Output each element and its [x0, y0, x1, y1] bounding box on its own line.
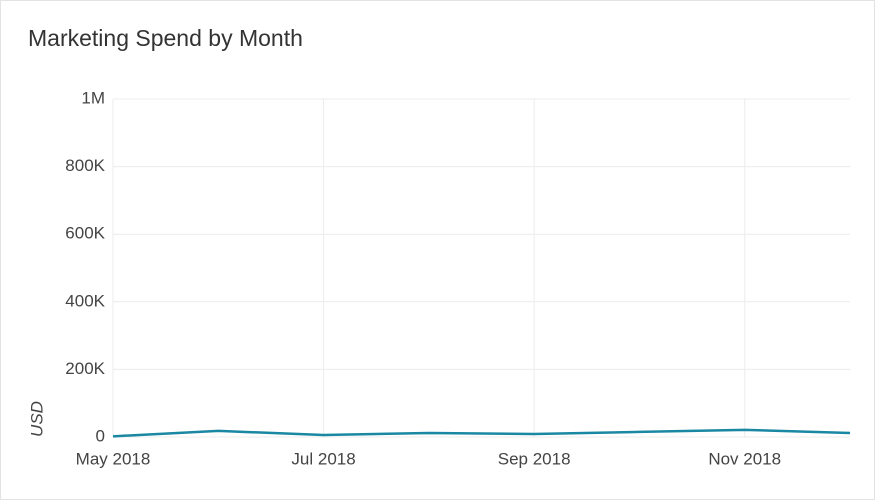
y-tick-label: 1M: [81, 88, 105, 107]
y-tick-label: 400K: [65, 291, 105, 310]
x-tick-label: Sep 2018: [498, 449, 571, 468]
x-tick-label: May 2018: [76, 449, 151, 468]
y-tick-label: 200K: [65, 359, 105, 378]
x-tick-label: Jul 2018: [291, 449, 355, 468]
y-axis-title: USD: [27, 401, 46, 437]
chart-title: Marketing Spend by Month: [28, 25, 303, 51]
data-line: [112, 428, 851, 438]
y-tick-label: 600K: [65, 224, 105, 243]
y-tick-label: 0: [96, 426, 105, 445]
x-tick-label: Nov 2018: [708, 449, 781, 468]
y-tick-label: 800K: [65, 156, 105, 175]
